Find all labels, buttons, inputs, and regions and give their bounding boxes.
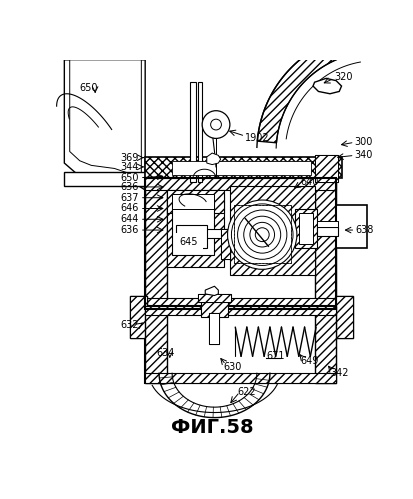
Text: 644: 644 — [120, 214, 139, 224]
Bar — [145, 298, 335, 309]
Text: 637: 637 — [120, 193, 139, 203]
Text: 344: 344 — [120, 162, 139, 172]
Bar — [314, 179, 335, 309]
Bar — [316, 227, 338, 236]
Bar — [145, 373, 335, 383]
Bar — [202, 229, 229, 238]
Polygon shape — [69, 60, 141, 179]
Bar — [335, 295, 352, 338]
Bar — [209, 313, 218, 344]
Bar — [220, 229, 229, 259]
Bar — [190, 82, 195, 182]
Bar — [145, 157, 341, 179]
Polygon shape — [312, 78, 341, 94]
Bar — [166, 190, 224, 213]
Text: 638: 638 — [354, 225, 373, 235]
Bar — [233, 206, 291, 263]
Text: 340: 340 — [354, 150, 372, 160]
Bar — [197, 294, 230, 302]
Bar — [314, 305, 335, 383]
Bar — [335, 295, 352, 338]
Bar — [299, 213, 312, 244]
Text: 671: 671 — [266, 351, 284, 361]
Bar — [314, 155, 337, 182]
Text: 1902: 1902 — [244, 133, 269, 143]
Bar — [145, 179, 335, 309]
Bar — [220, 229, 229, 259]
Text: 645: 645 — [179, 238, 198, 248]
Text: 649: 649 — [300, 356, 318, 366]
Text: 630: 630 — [223, 362, 242, 372]
Bar — [145, 305, 335, 383]
Circle shape — [210, 119, 221, 130]
Polygon shape — [206, 153, 220, 165]
Bar — [200, 298, 227, 317]
Bar — [172, 194, 214, 209]
Bar — [129, 295, 146, 338]
Bar — [197, 294, 230, 302]
Text: 622: 622 — [237, 387, 256, 397]
Bar — [176, 225, 206, 248]
Text: 646: 646 — [120, 204, 139, 214]
Text: 650: 650 — [80, 83, 98, 93]
Text: ФИГ.58: ФИГ.58 — [171, 418, 253, 437]
Text: 369: 369 — [120, 153, 139, 163]
Bar — [145, 305, 166, 383]
Text: 342: 342 — [329, 368, 348, 378]
Bar — [209, 313, 218, 344]
Polygon shape — [256, 32, 367, 143]
Bar — [197, 82, 202, 182]
Circle shape — [227, 200, 296, 269]
Polygon shape — [205, 286, 218, 295]
Text: 640: 640 — [300, 177, 318, 187]
Bar — [316, 221, 338, 227]
Text: 300: 300 — [354, 137, 372, 147]
Bar — [145, 179, 335, 190]
Text: 320: 320 — [333, 72, 351, 82]
Circle shape — [202, 111, 229, 138]
Text: 636: 636 — [120, 225, 139, 235]
Text: 634: 634 — [156, 348, 174, 358]
Bar — [172, 202, 214, 255]
Bar — [166, 194, 224, 267]
Bar — [145, 179, 166, 309]
Bar — [229, 186, 314, 275]
Text: 632: 632 — [120, 320, 139, 330]
Bar — [294, 209, 316, 248]
Bar — [64, 172, 145, 186]
Bar — [129, 295, 146, 338]
Polygon shape — [64, 60, 145, 190]
Bar — [335, 206, 366, 248]
Text: 636: 636 — [120, 182, 139, 192]
Bar — [145, 305, 335, 315]
Text: 650: 650 — [120, 173, 139, 183]
Bar — [172, 161, 310, 175]
Bar — [314, 155, 337, 182]
